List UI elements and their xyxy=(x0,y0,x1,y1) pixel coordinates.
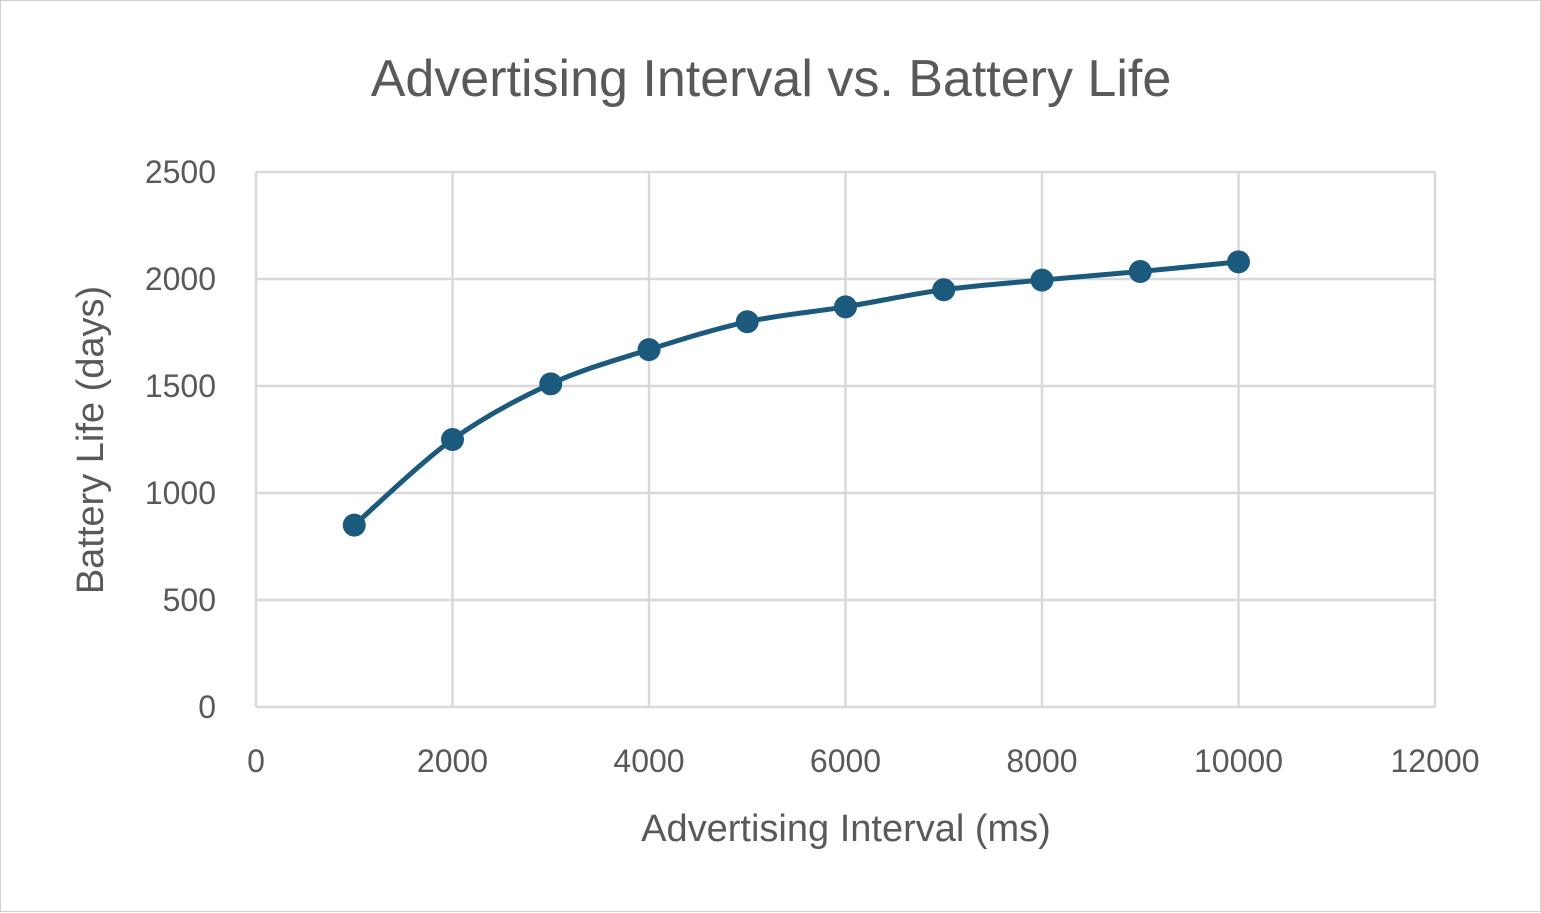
x-axis-ticks: 0 2000 4000 6000 8000 10000 12000 xyxy=(247,743,1479,779)
data-point xyxy=(1030,268,1054,292)
y-axis-ticks: 0 500 1000 1500 2000 2500 xyxy=(145,154,216,725)
y-tick-label: 1000 xyxy=(145,475,216,511)
data-point xyxy=(441,428,464,451)
y-tick-label: 500 xyxy=(163,582,216,618)
x-tick-label: 4000 xyxy=(613,743,684,779)
x-tick-label: 2000 xyxy=(417,743,488,779)
chart-title: Advertising Interval vs. Battery Life xyxy=(371,50,1172,108)
y-tick-label: 1500 xyxy=(145,368,216,404)
data-point xyxy=(342,513,366,537)
x-tick-label: 12000 xyxy=(1391,743,1480,779)
data-point xyxy=(637,338,661,362)
x-tick-label: 8000 xyxy=(1006,743,1077,779)
y-tick-label: 2000 xyxy=(145,261,216,297)
x-tick-label: 6000 xyxy=(810,743,881,779)
data-point xyxy=(834,295,857,319)
y-tick-label: 0 xyxy=(198,689,216,725)
x-axis-title: Advertising Interval (ms) xyxy=(641,808,1051,850)
x-tick-label: 0 xyxy=(247,743,265,779)
data-point xyxy=(1128,260,1152,284)
data-point xyxy=(932,278,956,302)
data-point xyxy=(735,310,759,334)
series-line xyxy=(351,259,1241,528)
data-point xyxy=(539,372,563,396)
data-point xyxy=(1227,250,1250,274)
y-tick-label: 2500 xyxy=(145,154,216,190)
y-axis-title: Battery Life (days) xyxy=(70,286,112,594)
x-tick-label: 10000 xyxy=(1194,743,1283,779)
gridlines xyxy=(254,170,1437,709)
data-series xyxy=(342,250,1250,537)
